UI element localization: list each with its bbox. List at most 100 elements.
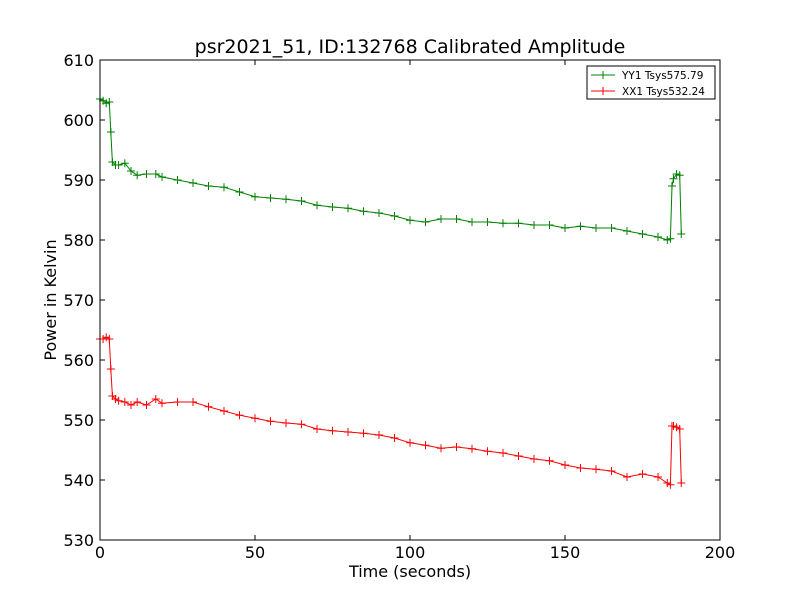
y-tick-label: 530 bbox=[63, 531, 94, 550]
chart-title: psr2021_51, ID:132768 Calibrated Amplitu… bbox=[195, 36, 626, 58]
series-0 bbox=[96, 95, 686, 244]
data-point-marker bbox=[313, 425, 321, 433]
data-point-marker bbox=[189, 179, 197, 187]
data-point-marker bbox=[576, 464, 585, 472]
data-point-marker bbox=[313, 201, 321, 210]
data-point-marker bbox=[421, 441, 430, 450]
legend-items: YY1 Tsys575.79 XX1 Tsys532.24 bbox=[591, 70, 705, 98]
data-point-marker bbox=[638, 230, 647, 238]
y-tick-label: 560 bbox=[63, 351, 94, 370]
data-point-marker bbox=[390, 212, 399, 220]
data-point-marker bbox=[437, 444, 445, 453]
data-point-marker bbox=[120, 159, 129, 168]
data-point-marker bbox=[675, 425, 684, 433]
data-point-marker bbox=[297, 420, 306, 429]
data-point-marker bbox=[344, 204, 352, 213]
data-point-marker bbox=[406, 438, 414, 447]
legend-swatch-marker bbox=[599, 87, 607, 95]
data-point-marker bbox=[251, 414, 259, 423]
x-tick-label: 200 bbox=[705, 543, 736, 562]
x-tick-label: 50 bbox=[245, 543, 265, 562]
data-point-marker bbox=[235, 411, 244, 420]
data-point-marker bbox=[499, 219, 507, 228]
ticks-layer: 0 50 100 150 200 530 540 550 560 570 580 590 600 610 bbox=[63, 51, 735, 562]
data-point-marker bbox=[514, 219, 523, 228]
y-tick-label: 590 bbox=[63, 171, 94, 190]
data-point-marker bbox=[173, 176, 182, 184]
data-point-marker bbox=[666, 480, 675, 489]
data-point-marker bbox=[375, 431, 383, 439]
data-point-marker bbox=[592, 224, 600, 232]
data-point-marker bbox=[328, 426, 337, 435]
x-tick-label: 150 bbox=[550, 543, 581, 562]
data-point-marker bbox=[437, 215, 445, 223]
data-point-marker bbox=[266, 417, 275, 426]
data-point-marker bbox=[530, 455, 538, 463]
y-tick-label: 610 bbox=[63, 51, 94, 70]
data-point-marker bbox=[105, 335, 114, 343]
legend-item-1: XX1 Tsys532.24 bbox=[591, 86, 705, 98]
y-tick-label: 600 bbox=[63, 111, 94, 130]
data-point-marker bbox=[344, 428, 352, 436]
data-point-marker bbox=[576, 222, 585, 231]
x-tick-label: 0 bbox=[95, 543, 105, 562]
x-axis-label: Time (seconds) bbox=[348, 562, 471, 581]
data-point-marker bbox=[499, 449, 507, 457]
data-point-marker bbox=[677, 479, 686, 487]
data-point-marker bbox=[235, 188, 244, 196]
data-point-marker bbox=[468, 218, 476, 226]
y-tick-label: 550 bbox=[63, 411, 94, 430]
data-point-marker bbox=[158, 399, 166, 408]
legend-label: XX1 Tsys532.24 bbox=[622, 86, 705, 98]
data-point-marker bbox=[421, 218, 430, 226]
data-point-marker bbox=[282, 419, 290, 427]
data-point-marker bbox=[151, 170, 160, 178]
data-point-marker bbox=[483, 218, 492, 226]
data-point-marker bbox=[545, 456, 554, 465]
data-point-marker bbox=[297, 197, 306, 205]
data-point-marker bbox=[607, 467, 616, 475]
data-point-marker bbox=[654, 473, 662, 481]
x-tick-label: 100 bbox=[395, 543, 426, 562]
data-point-marker bbox=[204, 402, 213, 411]
data-point-marker bbox=[328, 203, 337, 211]
data-point-marker bbox=[592, 465, 600, 474]
data-point-marker bbox=[375, 209, 383, 217]
data-point-marker bbox=[189, 398, 197, 406]
data-point-marker bbox=[173, 398, 182, 406]
data-point-marker bbox=[667, 182, 676, 190]
legend-label: YY1 Tsys575.79 bbox=[621, 70, 703, 82]
data-point-marker bbox=[105, 98, 114, 106]
data-point-marker bbox=[468, 444, 476, 453]
data-point-marker bbox=[359, 207, 368, 216]
data-point-marker bbox=[561, 224, 569, 232]
y-axis-label: Power in Kelvin bbox=[41, 239, 60, 360]
data-point-marker bbox=[406, 216, 414, 225]
data-point-marker bbox=[204, 182, 213, 190]
legend: YY1 Tsys575.79 XX1 Tsys532.24 bbox=[586, 65, 716, 100]
data-point-marker bbox=[654, 233, 662, 241]
y-tick-label: 580 bbox=[63, 231, 94, 250]
data-point-marker bbox=[545, 221, 554, 229]
data-point-marker bbox=[133, 398, 142, 406]
data-point-marker bbox=[561, 461, 569, 469]
data-point-marker bbox=[390, 434, 399, 442]
data-point-marker bbox=[677, 230, 686, 238]
data-point-marker bbox=[142, 401, 151, 409]
data-point-marker bbox=[607, 224, 616, 232]
data-point-marker bbox=[114, 161, 123, 169]
data-point-marker bbox=[251, 192, 259, 201]
data-point-marker bbox=[623, 473, 631, 481]
data-point-marker bbox=[120, 398, 129, 406]
data-point-marker bbox=[106, 128, 115, 136]
data-point-marker bbox=[530, 221, 538, 229]
data-point-marker bbox=[133, 171, 142, 180]
data-point-marker bbox=[142, 170, 151, 178]
data-point-marker bbox=[158, 173, 166, 181]
data-point-marker bbox=[127, 167, 135, 175]
data-point-marker bbox=[452, 215, 461, 223]
data-point-marker bbox=[483, 447, 492, 456]
data-point-marker bbox=[282, 195, 290, 204]
